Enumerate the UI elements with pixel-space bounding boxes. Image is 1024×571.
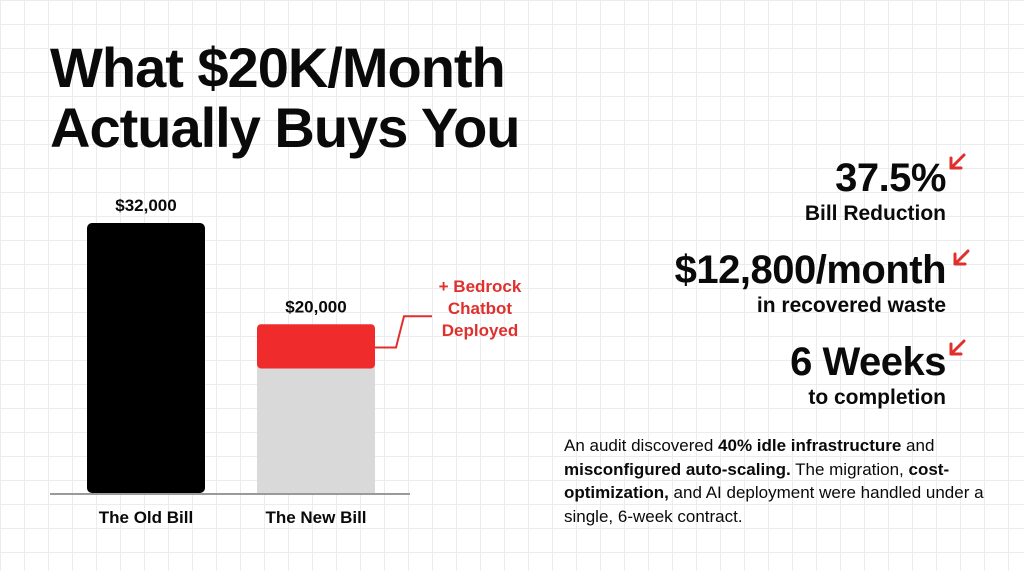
page-title: What $20K/Month Actually Buys You	[50, 38, 670, 158]
segment-annotation-label: Deployed	[442, 321, 519, 340]
arrow-down-left-icon	[949, 153, 966, 170]
bar-value-label: $32,000	[115, 196, 176, 215]
title-line-2: Actually Buys You	[50, 96, 521, 159]
bar-value-label: $20,000	[285, 297, 346, 316]
bar-old-bill	[87, 223, 205, 493]
title-line-1: What $20K/Month	[50, 36, 506, 99]
segment-annotation-label: + Bedrock	[439, 277, 522, 296]
summary-emphasis: 40% idle infrastructure	[718, 436, 902, 455]
bill-comparison-chart: $32,000 The Old Bill + Bedrock Chatbot Deplo…	[50, 196, 522, 527]
summary-text: The migration,	[790, 459, 909, 479]
stat-caption: Bill Reduction	[804, 202, 946, 225]
summary-emphasis: misconfigured auto-scaling.	[564, 459, 791, 479]
annotation-leader-line	[375, 315, 432, 349]
summary-text: and	[901, 436, 935, 455]
bar-new-bill-base	[257, 366, 375, 493]
stat-caption: in recovered waste	[756, 294, 946, 317]
arrow-down-left-icon	[949, 339, 966, 356]
arrow-down-left-icon	[953, 249, 970, 266]
stat-completion-time: 6 Weeks to completion	[790, 342, 946, 409]
stat-value: 6 Weeks	[790, 340, 946, 384]
bar-new-bill-chatbot-segment	[257, 324, 375, 369]
stat-value: $12,800/month	[674, 248, 947, 292]
stat-bill-reduction: 37.5% Bill Reduction	[804, 156, 947, 225]
summary-emphasis: cost-optimization,	[564, 459, 950, 503]
stat-value: 37.5%	[835, 156, 946, 200]
segment-annotation-label: Chatbot	[448, 299, 513, 318]
stat-caption: to completion	[808, 386, 946, 409]
stat-recovered-waste: $12,800/month in recovered waste	[674, 248, 947, 317]
category-label: The New Bill	[265, 508, 366, 527]
summary-paragraph: An audit discovered 40% idle infrastruct…	[564, 434, 984, 528]
summary-text: and AI deployment were handled under a s…	[564, 483, 984, 526]
summary-text: An audit discovered	[564, 436, 719, 455]
category-label: The Old Bill	[99, 508, 193, 527]
